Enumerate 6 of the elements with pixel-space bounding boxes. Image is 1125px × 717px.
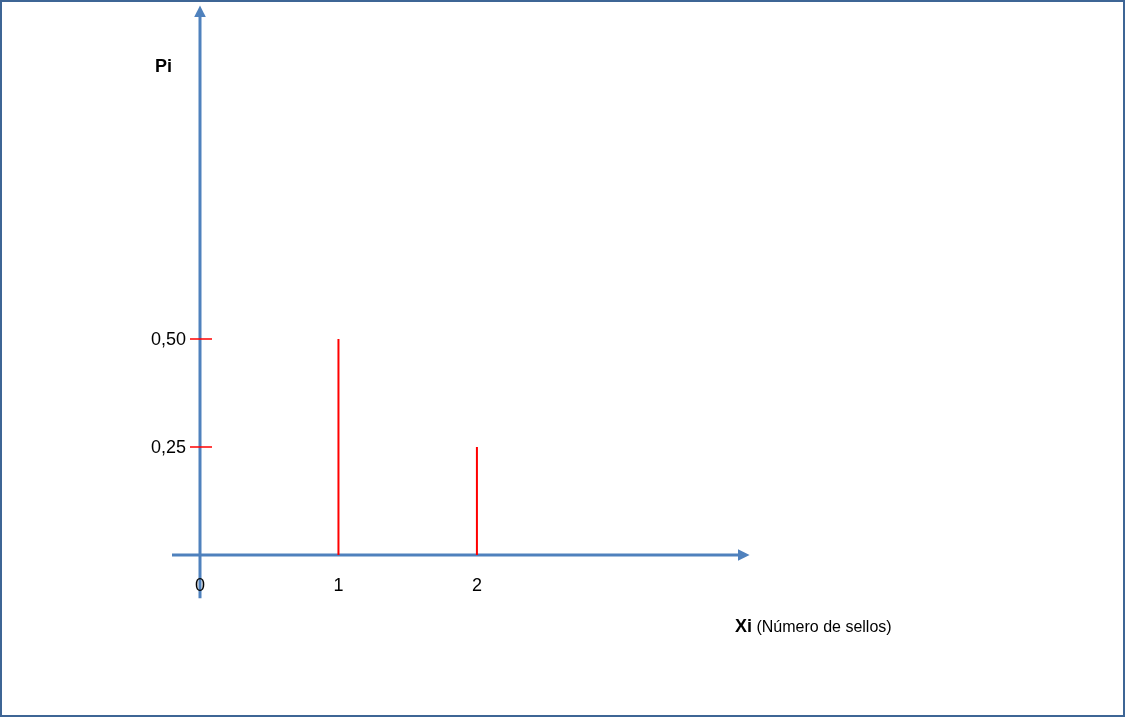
x-axis-title: Xi (Número de sellos) [735,616,892,636]
x-tick-label: 1 [333,575,344,595]
y-tick-label: 0,50 [150,329,186,350]
x-tick-label: 2 [471,575,482,595]
y-axis-title: Pi [155,56,173,76]
y-tick-label: 0,25 [150,437,186,458]
